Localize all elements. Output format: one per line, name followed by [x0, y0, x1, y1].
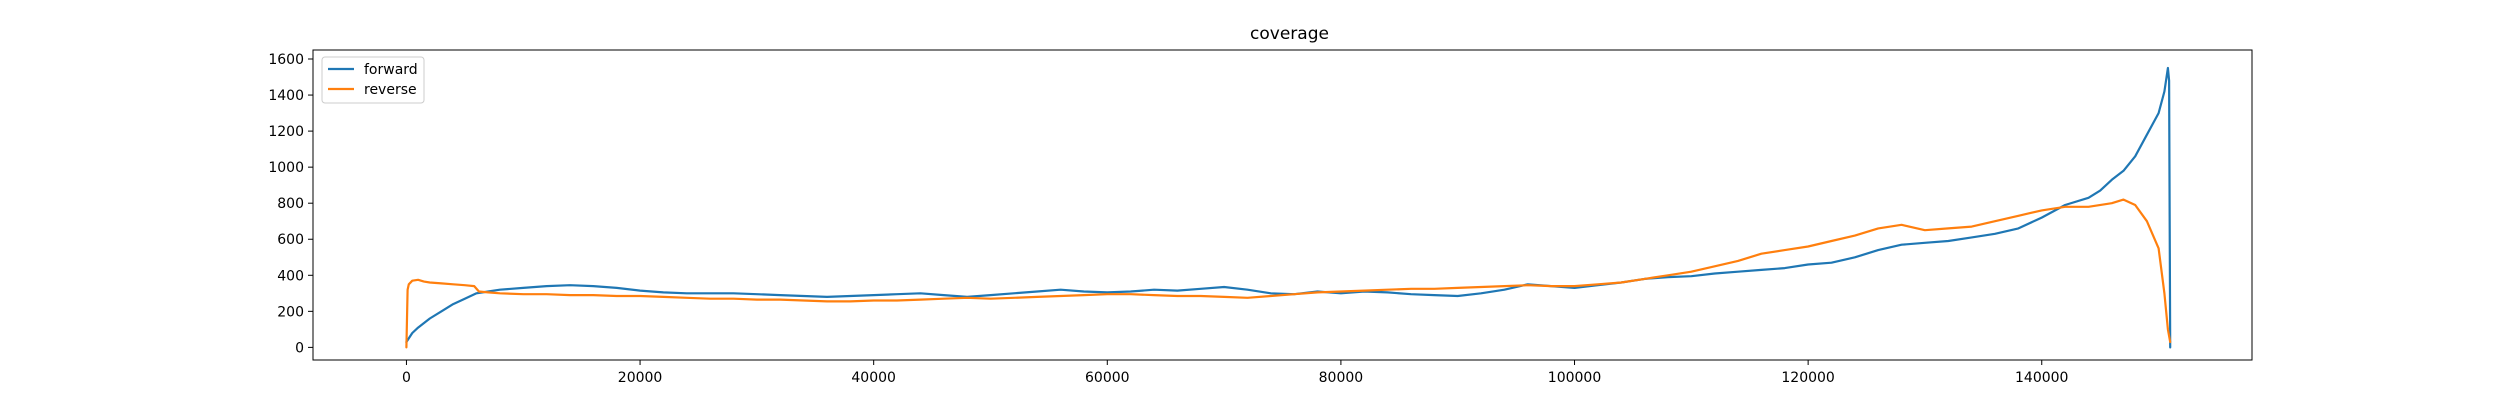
x-tick-label: 40000 — [851, 370, 896, 386]
plot-area-frame — [312, 49, 2253, 361]
y-tick-label: 600 — [277, 232, 304, 248]
y-tick-label: 800 — [277, 196, 304, 212]
series-line-reverse — [405, 198, 2172, 349]
x-tick-label: 20000 — [618, 370, 663, 386]
y-tick-label: 1600 — [268, 52, 304, 68]
y-tick-label: 1000 — [268, 160, 304, 176]
y-tick-label: 1400 — [268, 88, 304, 104]
legend-label-forward: forward — [364, 62, 418, 78]
x-tick-label: 100000 — [1548, 370, 1601, 386]
x-tick-label: 0 — [402, 370, 411, 386]
legend: forward reverse — [321, 56, 425, 104]
y-tick-label: 1200 — [268, 124, 304, 140]
series-layer — [405, 66, 2172, 349]
chart-title: coverage — [1250, 24, 1329, 44]
y-tick-label: 200 — [277, 304, 304, 320]
legend-label-reverse: reverse — [364, 82, 417, 98]
y-axis: 0 200 400 600 800 1000 1200 1400 1600 — [268, 52, 313, 356]
y-tick-label: 400 — [277, 268, 304, 284]
x-axis: 0 20000 40000 60000 80000 100000 120000 140000 — [402, 360, 2068, 386]
x-tick-label: 140000 — [2015, 370, 2068, 386]
x-tick-label: 80000 — [1319, 370, 1364, 386]
x-tick-label: 120000 — [1781, 370, 1834, 386]
y-tick-label: 0 — [295, 340, 304, 356]
x-tick-label: 60000 — [1085, 370, 1130, 386]
